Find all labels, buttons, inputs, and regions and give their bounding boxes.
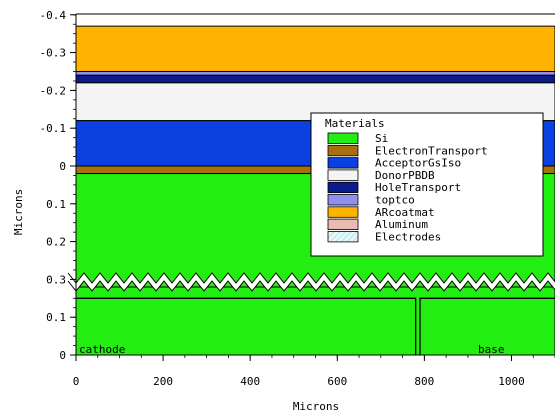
region-label-base: base <box>478 343 505 356</box>
x-tick-label: 200 <box>153 375 173 388</box>
y-axis-title: Microns <box>12 189 25 235</box>
legend-label-electrontransport: ElectronTransport <box>375 144 488 157</box>
axis-break-line-bottom <box>67 280 555 292</box>
legend-swatch-electrontransport <box>327 144 359 157</box>
legend-swatch-acceptorgsiso <box>327 157 359 169</box>
legend-label-arcoatmat: ARcoatmat <box>375 206 435 219</box>
layer-holetransport <box>75 74 555 84</box>
legend-swatch-electrodes <box>327 230 359 243</box>
axis-break-band <box>68 273 555 291</box>
lower-device-section: cathode base <box>75 286 555 356</box>
y-tick-label: 0 <box>59 349 66 362</box>
x-tick-label: 600 <box>327 375 347 388</box>
x-tick-label: 0 <box>73 375 80 388</box>
legend-label-donorpbdb: DonorPBDB <box>375 169 435 182</box>
layer-toptco <box>75 71 555 76</box>
y-tick-label: 0.1 <box>46 198 66 211</box>
y-tick-label: -0.3 <box>40 47 67 60</box>
legend-label-acceptorgsiso: AcceptorGsIso <box>375 157 461 170</box>
legend-label-si: Si <box>375 132 388 145</box>
y-tick-label: 0.1 <box>46 311 66 324</box>
x-tick-label: 1000 <box>498 375 525 388</box>
x-axis-title: Microns <box>293 400 339 413</box>
legend-label-electrodes: Electrodes <box>375 230 441 243</box>
y-tick-label: 0.2 <box>46 236 66 249</box>
x-tick-label: 400 <box>240 375 260 388</box>
y-tick-label: 0.3 <box>46 273 66 286</box>
legend-swatch-aluminum <box>327 218 359 231</box>
cathode-contact-outline <box>76 297 417 355</box>
axis-break <box>67 272 555 292</box>
axis-break-line-top <box>67 272 555 284</box>
y-tick-label: 0 <box>59 160 66 173</box>
y-tick-label: -0.2 <box>40 84 67 97</box>
legend-swatch-si <box>327 132 359 144</box>
x-tick-label: 800 <box>414 375 434 388</box>
legend-label-toptco: toptco <box>375 194 415 207</box>
layer-arcoatmat <box>75 25 555 72</box>
legend-title: Materials <box>325 117 385 130</box>
legend-swatch-holetransport <box>327 181 359 194</box>
base-contact-outline <box>419 297 555 355</box>
y-tick-label: -0.4 <box>40 9 67 22</box>
legend-swatch-toptco <box>327 194 359 206</box>
region-label-cathode: cathode <box>79 343 125 356</box>
materials-legend: Materials SiElectronTransportAcceptorGsIs… <box>310 112 544 257</box>
axes: -0.4-0.3-0.2-0.100.10.20.30.100 200 400 600… <box>12 9 555 413</box>
y-tick-label: -0.1 <box>40 122 67 135</box>
legend-label-holetransport: HoleTransport <box>375 181 461 194</box>
legend-swatch-donorpbdb <box>327 169 359 181</box>
legend-swatch-arcoatmat <box>327 206 359 218</box>
legend-label-aluminum: Aluminum <box>375 218 428 231</box>
